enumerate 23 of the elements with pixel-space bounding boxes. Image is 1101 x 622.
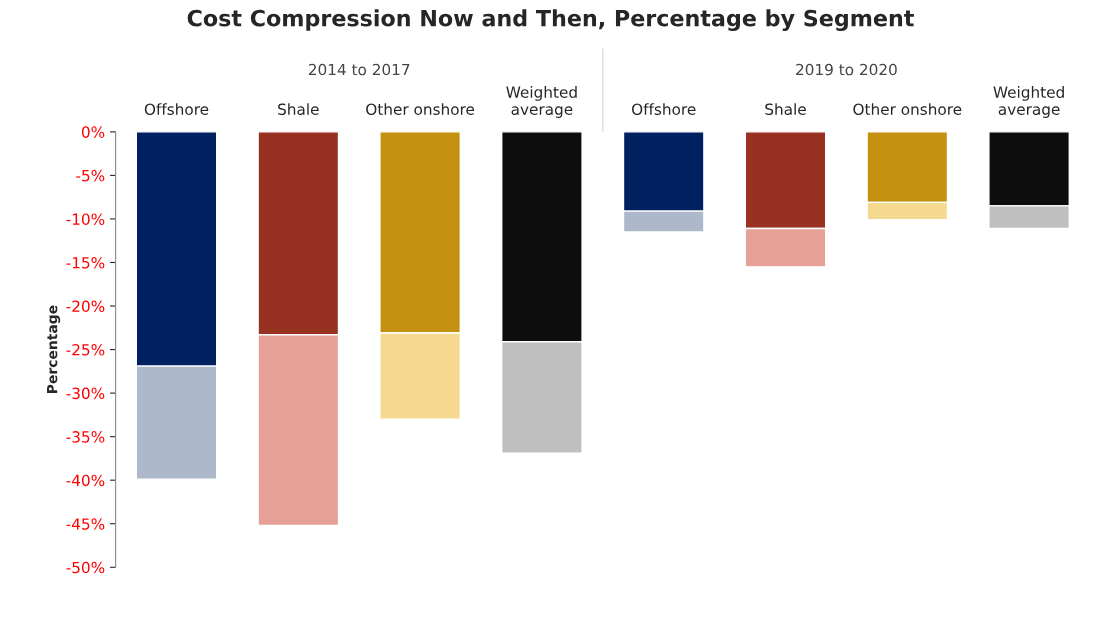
y-tick-label: -15% <box>66 256 105 269</box>
text: 2019 to 2020 <box>796 63 897 76</box>
y-axis-title: Percentage <box>47 305 61 393</box>
y-tick-label: -35% <box>66 431 105 443</box>
x-tick-label: Other onshore <box>853 103 962 116</box>
y-tick-label: -20% <box>66 300 105 313</box>
x-tick-label: Shale <box>765 103 806 116</box>
x-tick-label: Offshore <box>632 103 696 116</box>
y-tick-label: -25% <box>66 344 105 356</box>
text: 2014 to 2017 <box>308 63 410 76</box>
chart-title: Cost Compression Now and Then, Percentage by Segment <box>187 9 914 32</box>
y-tick-label: -40% <box>66 474 105 487</box>
x-tick-label: Shale <box>278 103 319 116</box>
y-tick-label: -10% <box>66 213 105 225</box>
y-tick-label: -50% <box>66 561 105 574</box>
x-tick-label: Other onshore <box>366 103 475 116</box>
x-tick-label: Weighted average <box>506 86 577 118</box>
y-tick-label: -30% <box>66 387 105 400</box>
x-tick-label: Offshore <box>144 103 209 116</box>
y-tick-label: 0% <box>81 126 105 138</box>
y-tick-label: -5% <box>76 169 105 182</box>
y-tick-label: -45% <box>66 518 105 530</box>
x-tick-label: Weighted average <box>993 86 1064 118</box>
